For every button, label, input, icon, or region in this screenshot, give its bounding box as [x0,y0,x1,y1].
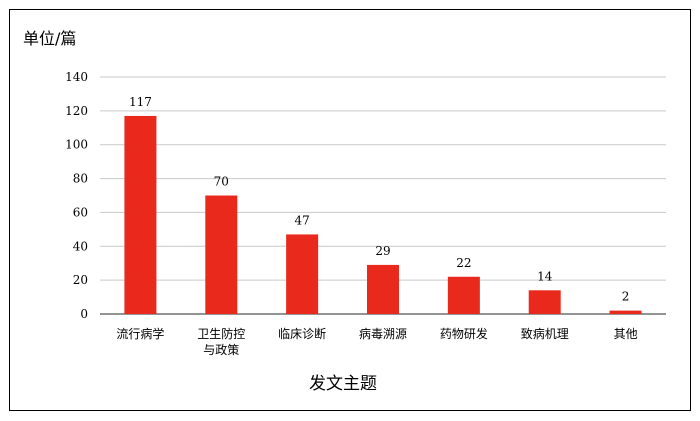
data-label: 47 [295,213,310,227]
x-tick-label: 其他 [614,327,638,341]
bar [367,264,399,314]
y-axis-label: 单位/篇 [23,29,76,48]
x-tick-label: 致病机理 [521,326,569,341]
y-tick-label: 20 [73,273,88,287]
x-tick-label: 药物研发 [440,326,488,341]
x-tick-label: 卫生防控与政策 [197,326,245,357]
y-tick-label: 60 [73,205,88,219]
bar [528,290,561,314]
bar [447,276,480,314]
data-label: 29 [375,244,390,258]
bar [205,195,238,314]
data-labels: 117 70 47 29 22 14 2 [129,95,629,304]
bars [124,115,642,314]
x-tick-label: 病毒溯源 [359,326,407,341]
data-label: 2 [622,290,630,304]
data-label: 70 [214,175,229,189]
bar [286,234,319,314]
y-tick-labels: 0 20 40 60 80 100 120 140 [65,70,88,321]
x-tick-label: 临床诊断 [278,326,326,341]
bar-chart: 0 20 40 60 80 100 120 140 117 70 47 29 22 14 2 流行病学 卫生… [23,29,666,394]
y-tick-label: 120 [65,104,88,118]
y-tick-label: 0 [80,307,88,321]
x-axis-label: 发文主题 [309,374,377,394]
x-tick-labels: 流行病学 卫生防控与政策 临床诊断 病毒溯源 药物研发 致病机理 其他 [116,326,637,357]
data-label: 14 [537,269,553,283]
y-tick-label: 140 [65,70,88,84]
y-tick-label: 80 [73,172,88,186]
y-tick-label: 100 [65,138,88,152]
bar [124,115,157,314]
y-tick-label: 40 [73,239,88,253]
gridlines [100,76,666,315]
bar [609,310,642,314]
x-tick-label: 流行病学 [116,326,164,341]
data-label: 22 [456,256,471,270]
data-label: 117 [129,95,152,109]
chart-frame: 0 20 40 60 80 100 120 140 117 70 47 29 22 14 2 流行病学 卫生… [9,9,691,411]
